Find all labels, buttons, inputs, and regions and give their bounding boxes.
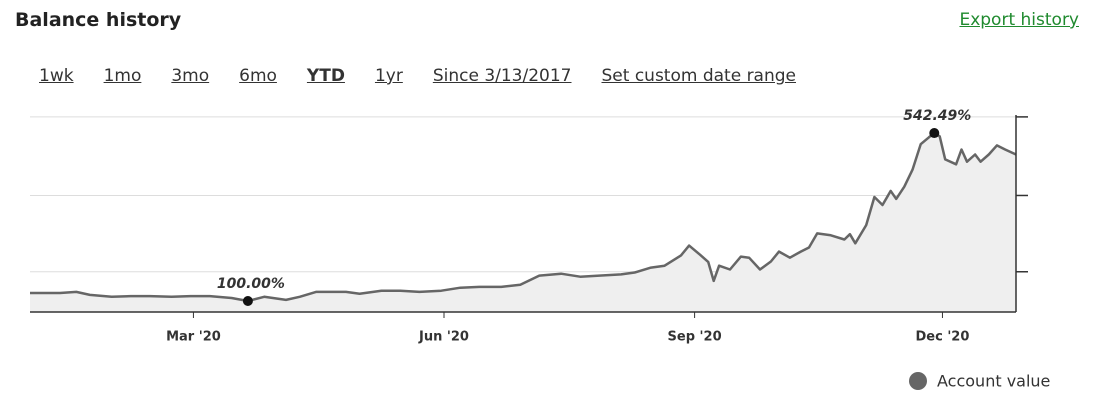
annotation-point [242, 295, 253, 306]
widget-title: Balance history [15, 9, 182, 31]
range-link[interactable]: 1wk [39, 66, 74, 86]
range-link[interactable]: 6mo [239, 66, 277, 86]
range-link[interactable]: YTD [306, 66, 345, 86]
x-tick-label: Dec '20 [915, 330, 969, 345]
export-link[interactable]: Export history [959, 10, 1079, 30]
x-tick-label: Mar '20 [166, 330, 221, 345]
range-link[interactable]: 3mo [171, 66, 210, 86]
annotation-label: 100.00% [217, 276, 285, 292]
legend-label: Account value [937, 372, 1050, 391]
annotation-point [929, 128, 940, 139]
annotation-label: 542.49% [903, 108, 971, 124]
range-link[interactable]: 1mo [103, 66, 142, 86]
x-tick-label: Jun '20 [418, 330, 469, 345]
area [30, 133, 1016, 312]
line [30, 131, 1017, 303]
range-link[interactable]: 1yr [374, 66, 403, 86]
range-link[interactable]: Set custom date range [601, 66, 797, 86]
range-selector: 1wk 1mo 3mo 6mo YTD 1yr Since 3/13/2017 Set cus… [39, 66, 796, 86]
range-link[interactable]: Since 3/13/2017 [432, 66, 572, 86]
legend-marker [909, 372, 927, 390]
x-tick-label: Sep '20 [668, 330, 722, 345]
